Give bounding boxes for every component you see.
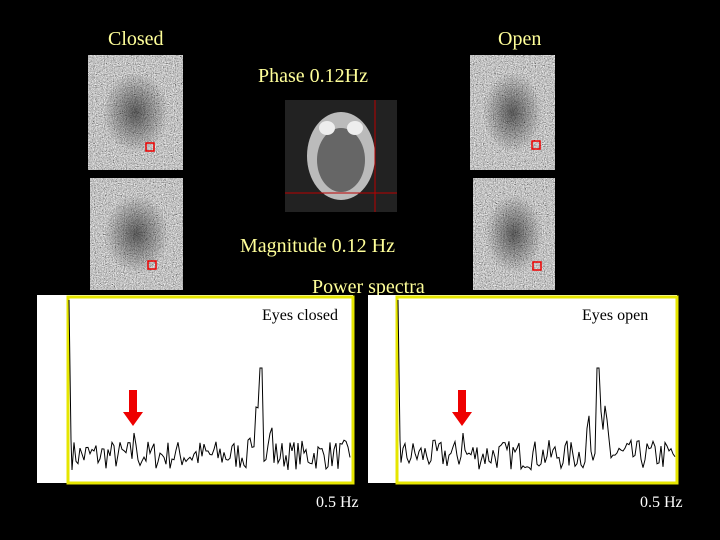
label-closed: Closed [108, 28, 164, 50]
shadow [485, 194, 543, 274]
spectrum-title: Eyes closed [262, 307, 338, 324]
mri-images [88, 55, 555, 290]
spectrum-line [68, 299, 351, 471]
panel-border [66, 295, 355, 485]
label-power-spectra: Power spectra [312, 276, 425, 298]
x-label: 0.5 Hz [316, 494, 359, 511]
roi-marker [532, 261, 542, 271]
roi-marker [147, 260, 157, 270]
eye [319, 121, 335, 135]
brain-image [285, 100, 397, 212]
x-label: 0.5 Hz [640, 494, 683, 511]
label-magnitude: Magnitude 0.12 Hz [240, 235, 395, 257]
roi-marker [531, 140, 541, 150]
shadow [103, 194, 170, 274]
arrow [123, 390, 143, 426]
shadow [482, 72, 543, 153]
label-open: Open [498, 28, 541, 50]
shadow [102, 72, 169, 153]
roi-marker [145, 142, 155, 152]
spectrum-left: Eyes closed [37, 295, 355, 485]
panel-border [395, 295, 679, 485]
spectrum-line [397, 299, 676, 471]
label-phase: Phase 0.12Hz [258, 65, 368, 87]
spectrum-right: Eyes open [368, 295, 679, 485]
arrow [452, 390, 472, 426]
spectrum-title: Eyes open [582, 307, 648, 324]
eye [347, 121, 363, 135]
panel [368, 295, 677, 483]
brain-inner [317, 128, 365, 192]
